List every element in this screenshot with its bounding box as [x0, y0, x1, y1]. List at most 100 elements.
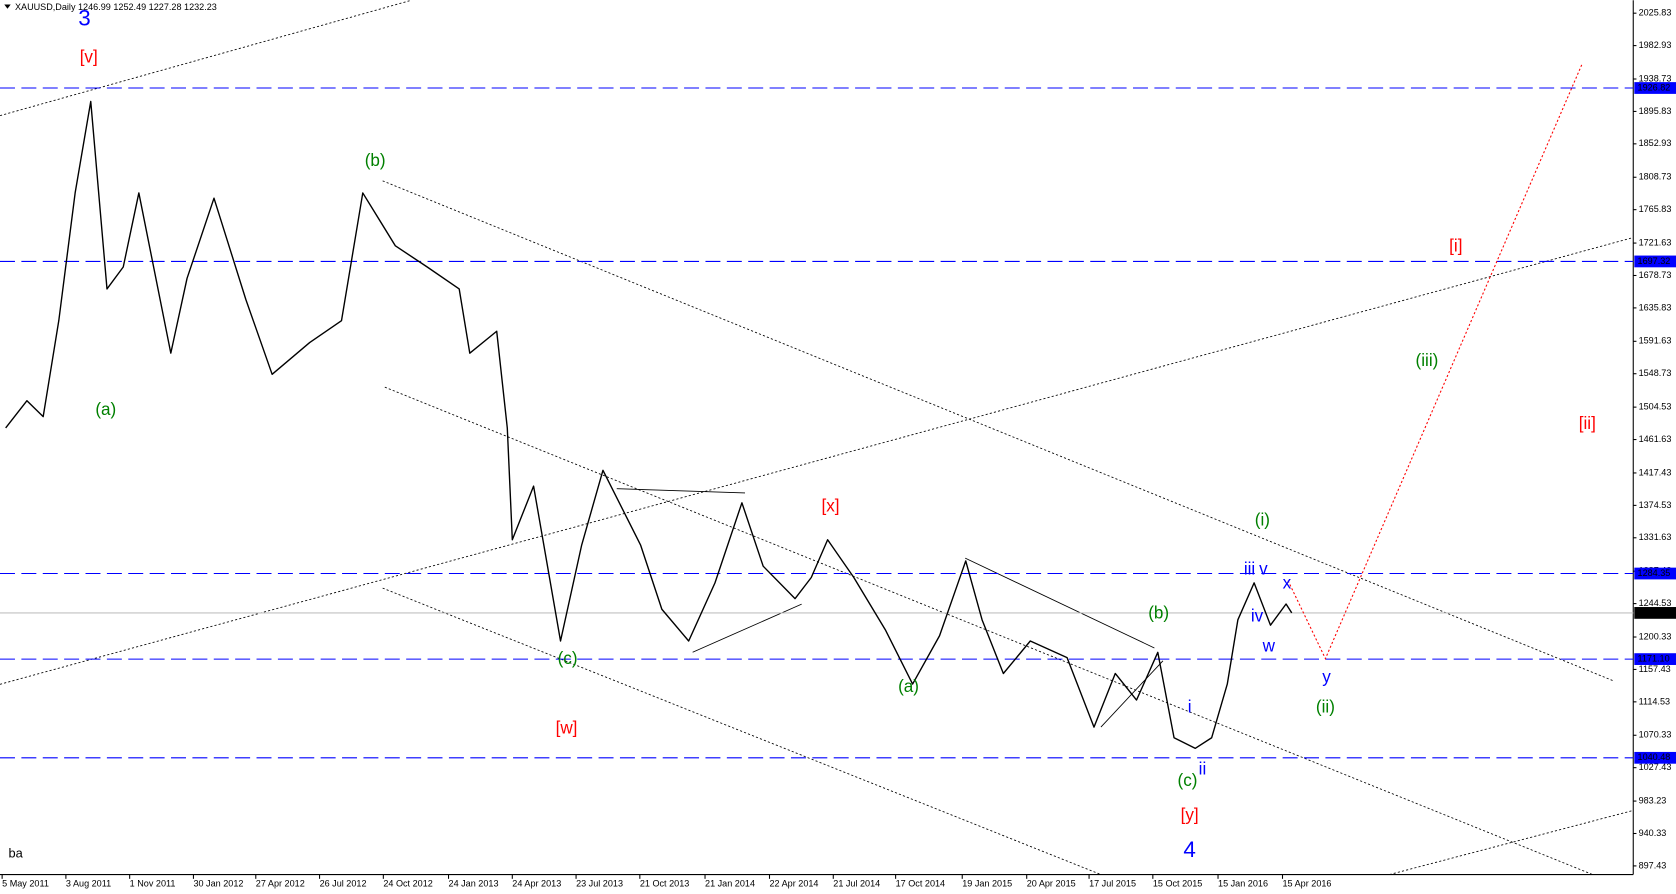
wave-label: iv	[1251, 606, 1264, 625]
x-tick-label: 15 Jan 2016	[1218, 879, 1268, 889]
y-tick-label: 1982.93	[1639, 40, 1672, 50]
y-tick-label: 1504.53	[1639, 402, 1672, 412]
price-line	[5, 100, 1293, 750]
wave-label: (i)	[1255, 510, 1270, 529]
y-tick-label: 1852.93	[1639, 138, 1672, 148]
level-label: 1697.32	[1638, 256, 1671, 266]
y-tick-label: 1027.43	[1639, 762, 1672, 772]
y-tick-label: 1461.63	[1639, 434, 1672, 444]
wave-label: [w]	[556, 719, 578, 738]
x-tick-label: 21 Jan 2014	[705, 879, 755, 889]
x-tick-label: 24 Apr 2013	[512, 879, 561, 889]
last-price-badge	[1634, 607, 1676, 619]
level-badge	[1634, 567, 1676, 580]
x-tick-label: 21 Jul 2014	[833, 879, 880, 889]
wave-label: (a)	[898, 677, 919, 696]
level-badge	[1634, 751, 1676, 764]
x-tick-label: 20 Apr 2015	[1027, 879, 1076, 889]
y-tick-label: 1678.73	[1639, 270, 1672, 280]
y-tick-label: 1721.63	[1639, 237, 1672, 247]
trend-line	[384, 386, 1593, 875]
y-tick-label: 1070.33	[1639, 730, 1672, 740]
level-label: 1171.10	[1638, 654, 1670, 664]
x-tick-label: 23 Jul 2013	[576, 879, 623, 889]
wave-label: (ii)	[1316, 697, 1335, 716]
wave-label: ii	[1199, 759, 1207, 778]
wave-label: [y]	[1181, 805, 1199, 824]
y-tick-label: 1808.73	[1639, 172, 1672, 182]
x-tick-label: 15 Apr 2016	[1283, 879, 1332, 889]
y-tick-label: 897.43	[1639, 860, 1667, 870]
level-label: 1284.35	[1638, 568, 1671, 578]
x-tick-label: 17 Jul 2015	[1089, 879, 1136, 889]
x-tick-label: 22 Apr 2014	[770, 879, 819, 889]
x-tick-label: 3 Aug 2011	[66, 879, 111, 889]
wave-label: y	[1322, 667, 1331, 686]
y-tick-label: 1374.53	[1639, 500, 1672, 510]
wave-label: w	[1262, 636, 1276, 655]
trend-line	[0, 0, 412, 117]
chart-title: XAUUSD,Daily 1246.99 1252.49 1227.28 123…	[15, 2, 217, 12]
trend-lines	[0, 0, 1634, 875]
y-tick-label: 2025.83	[1639, 8, 1672, 18]
y-tick-label: 1938.73	[1639, 73, 1672, 83]
wave-label: (iii)	[1416, 351, 1439, 370]
wave-label: 4	[1183, 837, 1195, 862]
y-tick-label: 1157.43	[1639, 664, 1671, 674]
level-label: 1040.48	[1638, 752, 1671, 762]
y-tick-label: 1417.43	[1639, 467, 1672, 477]
level-badge	[1634, 82, 1676, 94]
y-tick-label: 1114.53	[1639, 696, 1670, 706]
wave-label: [ii]	[1579, 414, 1596, 433]
y-tick-label: 940.33	[1639, 828, 1667, 838]
y-tick-label: 1331.63	[1639, 532, 1672, 542]
projection-line	[1287, 64, 1583, 660]
trend-line	[382, 180, 1615, 682]
y-tick-label: 1244.53	[1639, 598, 1672, 608]
wave-label: 3	[78, 5, 90, 30]
wave-label: (c)	[1178, 771, 1198, 790]
wave-label: v	[1259, 559, 1268, 578]
x-tick-label: 5 May 2011	[2, 879, 49, 889]
x-tick-label: 19 Jan 2015	[962, 879, 1012, 889]
y-tick-label: 983.23	[1639, 795, 1667, 805]
last-price-label: 1232.23	[1638, 607, 1671, 617]
trend-line	[1389, 810, 1634, 875]
level-badge	[1634, 255, 1676, 268]
x-tick-label: 15 Oct 2015	[1153, 879, 1202, 889]
x-tick-label: 27 Apr 2012	[256, 879, 305, 889]
trend-line	[0, 237, 1634, 685]
y-tick-label: 1895.83	[1639, 106, 1672, 116]
x-tick-label: 30 Jan 2012	[193, 879, 243, 889]
triangle-line	[692, 603, 802, 653]
y-tick-label: 1200.33	[1639, 631, 1672, 641]
x-tick-label: 24 Oct 2012	[383, 879, 432, 889]
x-tick-label: 26 Jul 2012	[320, 879, 367, 889]
level-badge	[1634, 653, 1676, 665]
x-tick-label: 1 Nov 2011	[130, 879, 176, 889]
wave-label: x	[1283, 573, 1292, 592]
wave-label: (b)	[365, 151, 386, 170]
triangle-line	[616, 488, 746, 494]
y-tick-label: 1765.83	[1639, 204, 1672, 214]
wave-label: (c)	[558, 649, 578, 668]
y-tick-label: 1635.83	[1639, 302, 1672, 312]
wave-label: [v]	[80, 47, 98, 66]
x-tick-label: 24 Jan 2013	[449, 879, 499, 889]
wave-label: i	[1188, 697, 1192, 716]
x-tick-label: 21 Oct 2013	[640, 879, 689, 889]
wave-label: [x]	[821, 496, 839, 515]
wave-label: (b)	[1148, 603, 1169, 622]
y-tick-label: 1591.63	[1639, 336, 1672, 346]
footnote: ba	[9, 846, 24, 861]
menu-arrow[interactable]	[4, 4, 11, 9]
y-tick-label: 1548.73	[1639, 368, 1672, 378]
wave-label: iii	[1244, 559, 1255, 578]
trend-line	[382, 587, 1102, 875]
wave-label: (a)	[95, 400, 116, 419]
wave-label: [i]	[1449, 237, 1462, 256]
x-tick-label: 17 Oct 2014	[896, 879, 945, 889]
level-label: 1926.82	[1638, 82, 1671, 92]
